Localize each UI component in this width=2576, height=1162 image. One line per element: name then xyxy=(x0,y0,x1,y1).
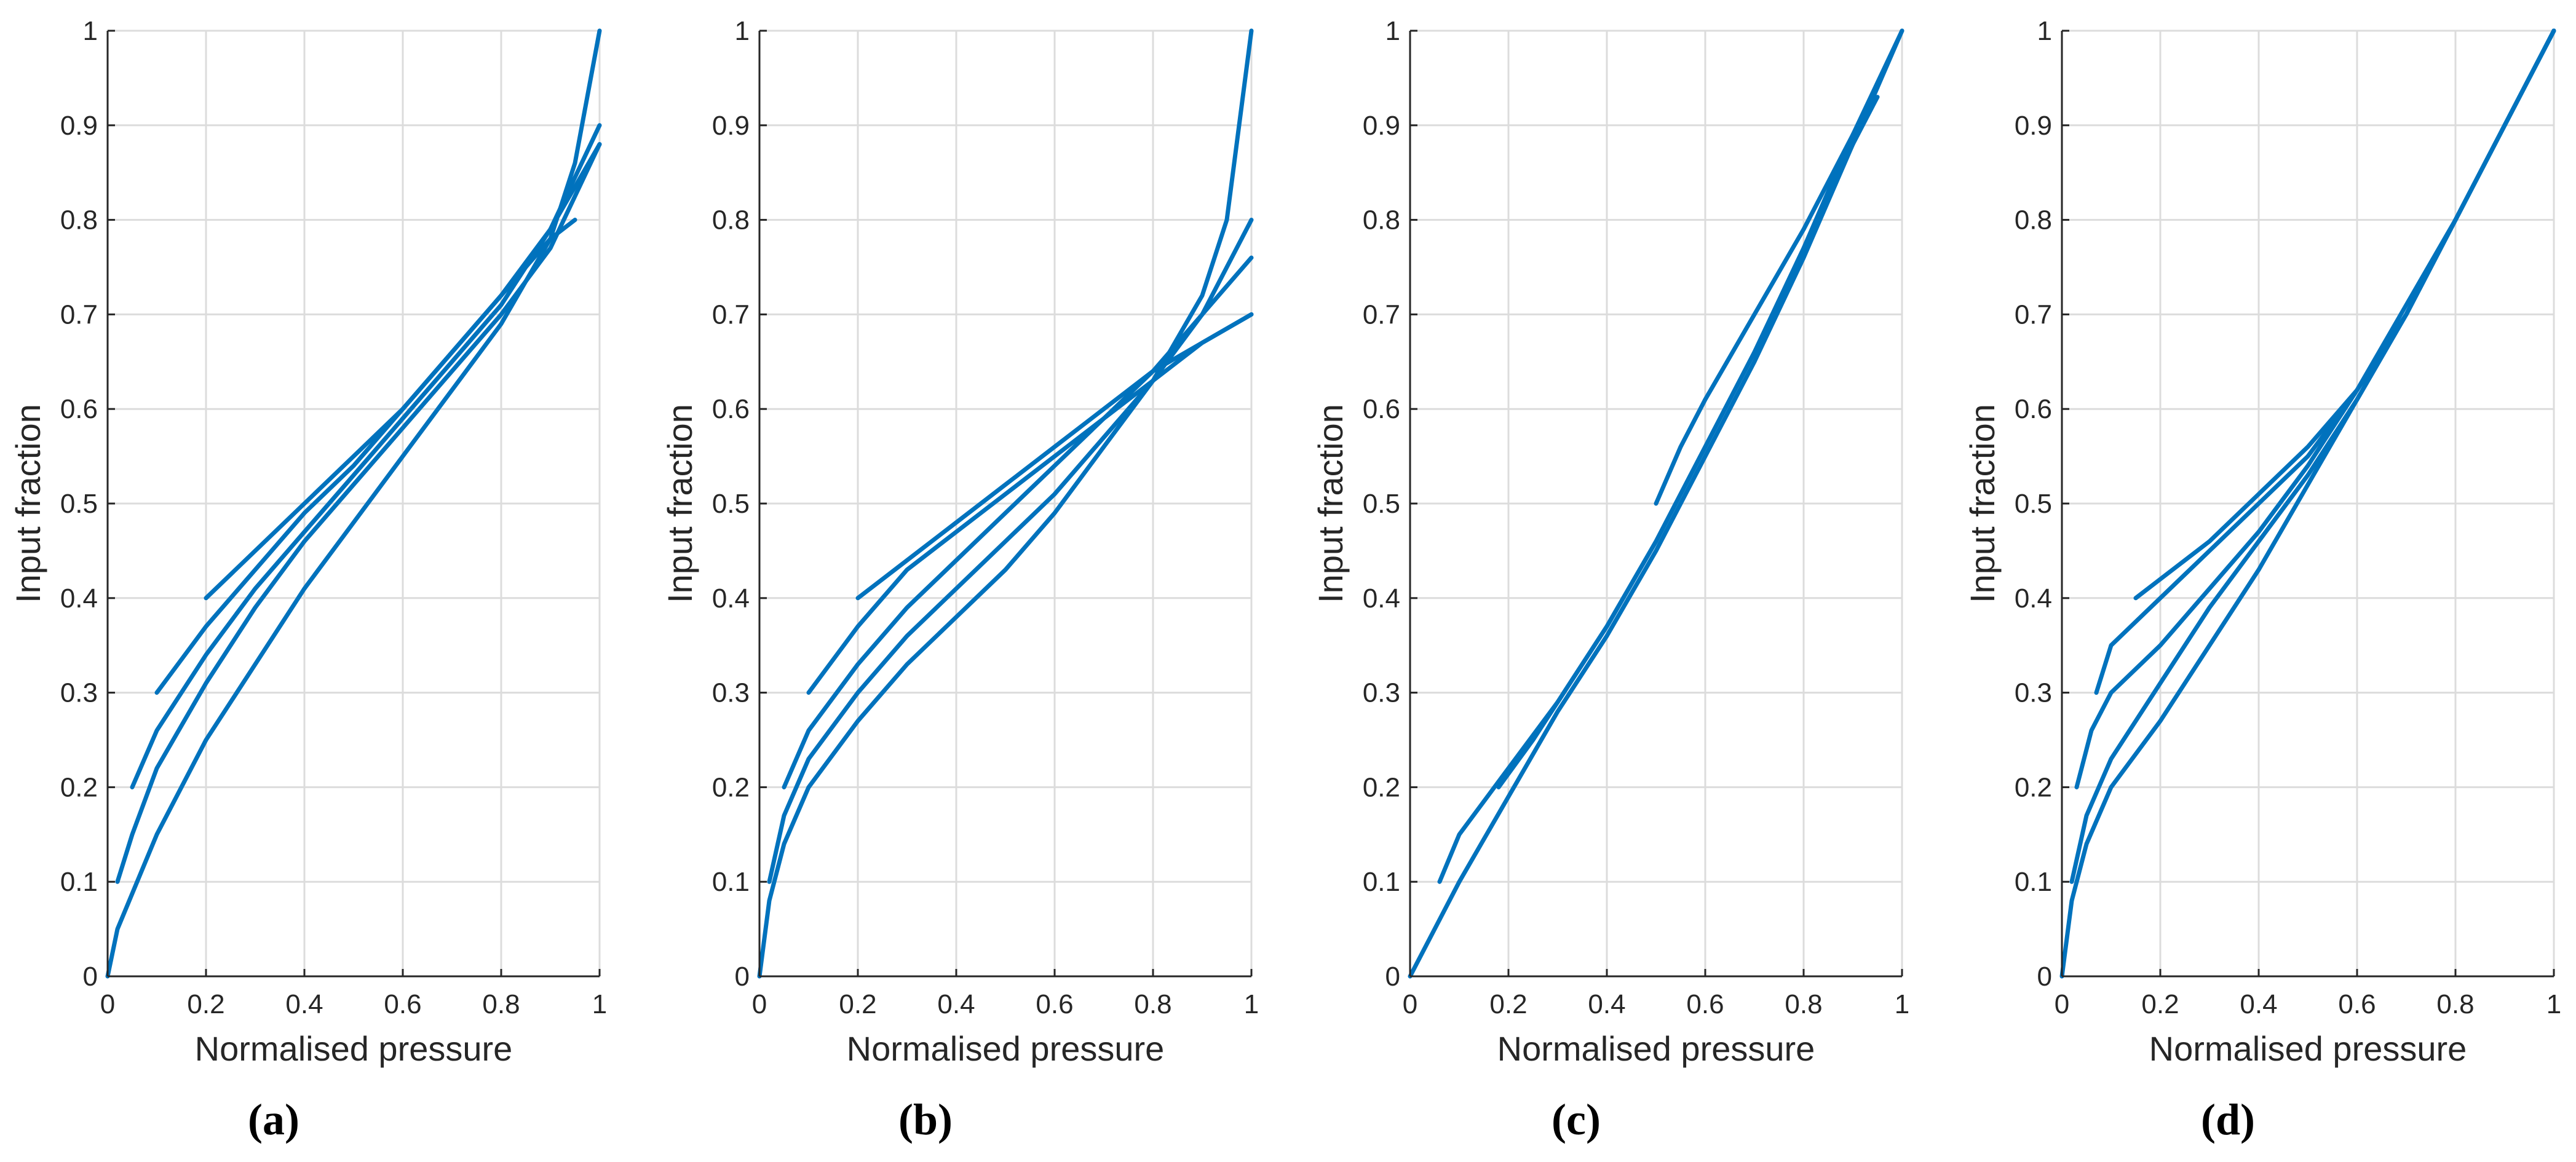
x-tick-label: 1 xyxy=(592,989,607,1019)
x-tick-label: 0 xyxy=(100,989,115,1019)
x-tick-label: 0.2 xyxy=(1489,989,1527,1019)
y-tick-label: 0.5 xyxy=(2015,489,2052,519)
series-line-1 xyxy=(767,218,1254,884)
x-tick-label: 1 xyxy=(2546,989,2561,1019)
x-tick-label: 0 xyxy=(2055,989,2069,1019)
x-tick-label: 0.6 xyxy=(1686,989,1724,1019)
y-tick-label: 0.8 xyxy=(712,205,750,235)
y-tick-label: 0.1 xyxy=(60,867,98,897)
y-tick-label: 0.3 xyxy=(712,678,750,708)
y-tick-label: 0.9 xyxy=(712,111,750,141)
x-tick-label: 0.6 xyxy=(1036,989,1073,1019)
y-tick-label: 0.9 xyxy=(2015,111,2052,141)
y-axis-title: Input fraction xyxy=(660,404,699,603)
chart-panel-3: 0 0.2 0.4 0.6 0.8 1 0 0.1 0.2 0.3 0.4 0.5 0.6 0.7 0.8 0… xyxy=(1963,16,2561,1144)
x-tick-label: 1 xyxy=(1244,989,1259,1019)
x-tick-label: 0.8 xyxy=(1134,989,1171,1019)
series-line-2 xyxy=(1496,95,1880,789)
y-tick-label: 0.5 xyxy=(712,489,750,519)
series-line-4 xyxy=(204,142,602,601)
chart-panel-1: 0 0.2 0.4 0.6 0.8 1 0 0.1 0.2 0.3 0.4 0.5 0.6 0.7 0.8 0… xyxy=(660,16,1259,1144)
series-line-0 xyxy=(1408,28,1904,979)
y-tick-label: 0 xyxy=(1385,962,1400,992)
x-axis-title: Normalised pressure xyxy=(847,1029,1165,1068)
y-tick-label: 0.2 xyxy=(2015,772,2052,802)
y-tick-label: 0.2 xyxy=(1363,772,1400,802)
x-axis-title: Normalised pressure xyxy=(195,1029,513,1068)
y-tick-label: 0.9 xyxy=(60,111,98,141)
y-tick-label: 0.1 xyxy=(712,867,750,897)
y-tick-label: 0.2 xyxy=(60,772,98,802)
panel-caption: (c) xyxy=(1552,1095,1601,1144)
panel-caption: (a) xyxy=(248,1095,299,1144)
y-tick-label: 0.6 xyxy=(1363,394,1400,424)
series-line-3 xyxy=(806,312,1254,695)
series-line-0 xyxy=(757,28,1254,979)
x-tick-label: 0 xyxy=(1403,989,1417,1019)
y-axis-title: Input fraction xyxy=(1963,404,2002,603)
y-tick-label: 0.3 xyxy=(2015,678,2052,708)
chart-panel-2: 0 0.2 0.4 0.6 0.8 1 0 0.1 0.2 0.3 0.4 0.5 0.6 0.7 0.8 0… xyxy=(1311,16,1909,1144)
y-tick-label: 0.4 xyxy=(60,583,98,614)
x-tick-label: 0.4 xyxy=(285,989,323,1019)
y-tick-label: 0.3 xyxy=(1363,678,1400,708)
x-tick-label: 0.8 xyxy=(2436,989,2474,1019)
y-tick-label: 1 xyxy=(1385,16,1400,46)
y-tick-label: 0.7 xyxy=(1363,299,1400,330)
x-tick-label: 0.4 xyxy=(937,989,975,1019)
y-tick-label: 0.7 xyxy=(712,299,750,330)
x-tick-label: 0 xyxy=(752,989,767,1019)
x-tick-label: 0.6 xyxy=(384,989,421,1019)
y-tick-label: 0.6 xyxy=(2015,394,2052,424)
y-tick-label: 0.6 xyxy=(60,394,98,424)
y-tick-label: 0.6 xyxy=(712,394,750,424)
y-axis-title: Input fraction xyxy=(9,404,47,603)
y-tick-label: 0.3 xyxy=(60,678,98,708)
y-tick-label: 0.4 xyxy=(2015,583,2052,614)
x-axis-title: Normalised pressure xyxy=(1497,1029,1815,1068)
y-tick-label: 0.1 xyxy=(1363,867,1400,897)
series-line-3 xyxy=(154,218,577,695)
y-tick-label: 0.1 xyxy=(2015,867,2052,897)
x-tick-label: 0.8 xyxy=(1785,989,1822,1019)
x-tick-label: 0.8 xyxy=(482,989,520,1019)
y-tick-label: 0.8 xyxy=(1363,205,1400,235)
y-tick-label: 0.4 xyxy=(1363,583,1400,614)
x-tick-label: 0.4 xyxy=(1588,989,1625,1019)
series-line-4 xyxy=(2133,28,2556,601)
y-tick-label: 0.8 xyxy=(2015,205,2052,235)
y-tick-label: 0 xyxy=(735,962,750,992)
panel-caption: (b) xyxy=(898,1095,953,1144)
chart-panel-0: 0 0.2 0.4 0.6 0.8 1 0 0.1 0.2 0.3 0.4 0.5 0.6 0.7 0.8 0… xyxy=(9,16,607,1144)
series-line-3 xyxy=(1654,85,1880,506)
y-tick-label: 0.2 xyxy=(712,772,750,802)
x-tick-label: 1 xyxy=(1895,989,1909,1019)
y-tick-label: 0.7 xyxy=(2015,299,2052,330)
series-line-4 xyxy=(855,312,1254,601)
y-tick-label: 1 xyxy=(83,16,98,46)
series-line-1 xyxy=(115,142,602,884)
y-tick-label: 1 xyxy=(735,16,750,46)
x-tick-label: 0.6 xyxy=(2338,989,2376,1019)
series-line-2 xyxy=(782,255,1254,789)
y-tick-label: 1 xyxy=(2037,16,2052,46)
x-tick-label: 0.4 xyxy=(2240,989,2277,1019)
y-tick-label: 0.4 xyxy=(712,583,750,614)
panel-caption: (d) xyxy=(2201,1095,2255,1144)
y-tick-label: 0 xyxy=(2037,962,2052,992)
y-tick-label: 0.5 xyxy=(60,489,98,519)
y-tick-label: 0 xyxy=(83,962,98,992)
x-axis-title: Normalised pressure xyxy=(2149,1029,2467,1068)
y-tick-label: 0.8 xyxy=(60,205,98,235)
x-tick-label: 0.2 xyxy=(839,989,876,1019)
x-tick-label: 0.2 xyxy=(2141,989,2179,1019)
y-tick-label: 0.5 xyxy=(1363,489,1400,519)
y-tick-label: 0.9 xyxy=(1363,111,1400,141)
y-tick-label: 0.7 xyxy=(60,299,98,330)
y-axis-title: Input fraction xyxy=(1311,404,1350,603)
x-tick-label: 0.2 xyxy=(187,989,224,1019)
